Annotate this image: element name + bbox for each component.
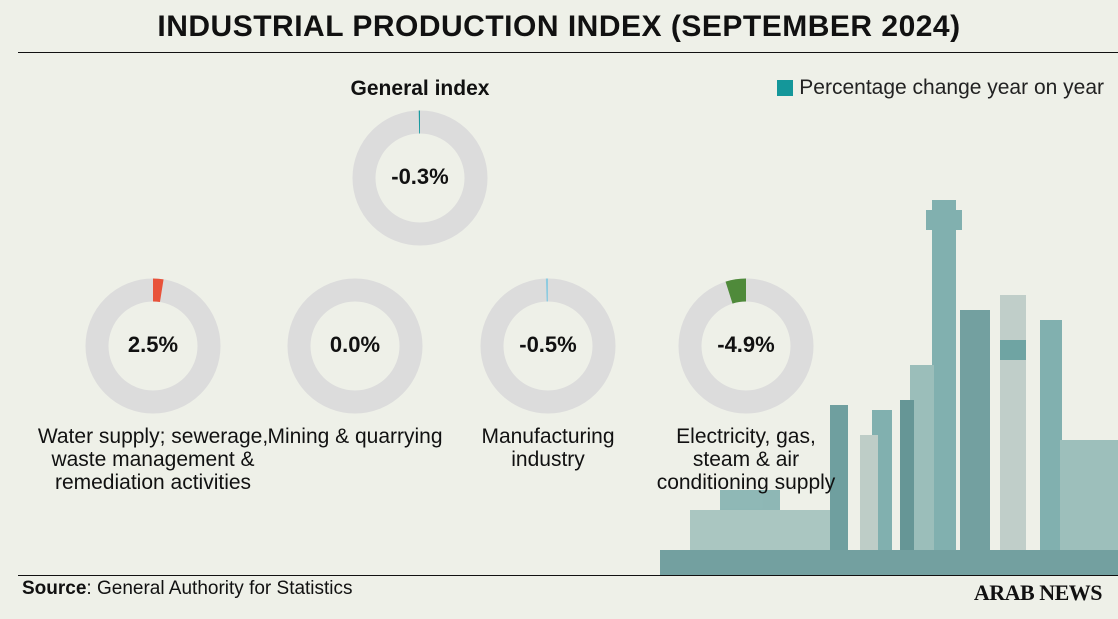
category-label: Manufacturing industry — [481, 425, 615, 471]
source: Source: General Authority for Statistics — [22, 578, 353, 600]
logo: ARAB NEWS — [973, 580, 1103, 605]
category-label: Water supply; sewerage, waste management… — [37, 425, 269, 494]
value-label: 2.5% — [128, 332, 178, 357]
value-label: -0.3% — [391, 164, 448, 189]
donut-track — [287, 278, 423, 414]
footer-rule — [18, 575, 1118, 576]
category-label: General index — [350, 77, 490, 100]
category-label: Electricity, gas, steam & air conditioni… — [656, 425, 836, 494]
value-label: 0.0% — [330, 332, 380, 357]
value-label: -4.9% — [717, 332, 774, 357]
donut-segment — [152, 278, 164, 303]
value-label: -0.5% — [519, 332, 576, 357]
source-text: : General Authority for Statistics — [86, 578, 353, 599]
legend-swatch — [777, 80, 794, 96]
factory-illustration — [660, 200, 1118, 575]
donut-segment — [725, 278, 747, 304]
title: INDUSTRIAL PRODUCTION INDEX (SEPTEMBER 2… — [157, 10, 961, 43]
category-label: Mining & quarrying — [267, 425, 443, 448]
legend: Percentage change year on year — [777, 76, 1104, 100]
title-rule — [18, 52, 1118, 53]
source-label: Source — [22, 578, 87, 599]
legend-label: Percentage change year on year — [799, 76, 1104, 99]
